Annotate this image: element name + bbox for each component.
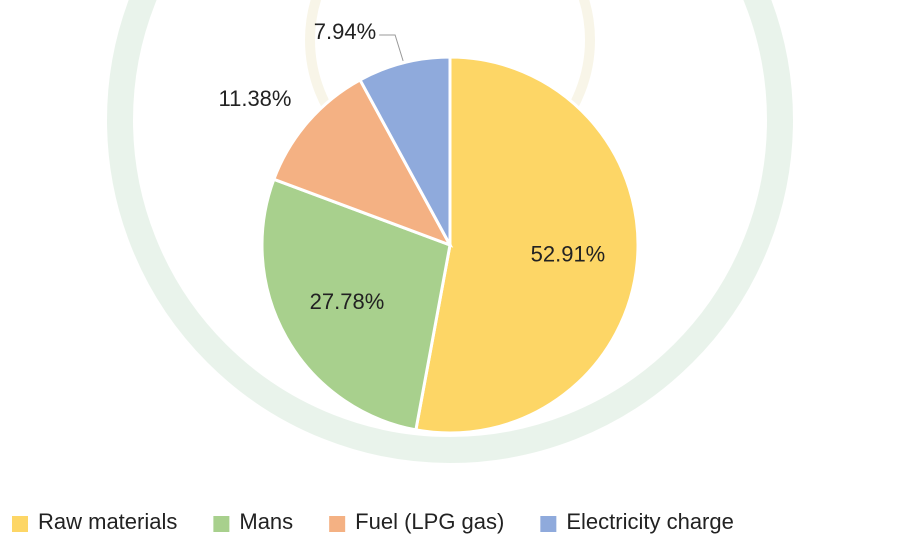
- legend: Raw materials Mans Fuel (LPG gas) Electrici…: [12, 509, 734, 534]
- data-label: 52.91%: [531, 242, 606, 267]
- legend-swatch: [213, 516, 230, 532]
- legend-swatch: [12, 516, 28, 532]
- pie: 52.91% 27.78% 11.38% 7.94%: [219, 19, 640, 435]
- legend-swatch: [540, 516, 557, 532]
- legend-swatch: [329, 516, 346, 532]
- watermark-ring: [107, 0, 793, 463]
- pie-slice: [414, 55, 640, 435]
- legend-label: Fuel (LPG gas): [355, 509, 504, 534]
- legend-label: Raw materials: [38, 509, 177, 534]
- pie-slice: [358, 55, 452, 246]
- pie-slice: [260, 177, 452, 432]
- leader-line: [379, 34, 404, 62]
- data-label: 7.94%: [314, 19, 376, 44]
- data-label: 11.38%: [219, 86, 292, 111]
- data-label: 27.78%: [310, 289, 385, 314]
- legend-label: Mans: [239, 509, 293, 534]
- pie-slice: [271, 77, 454, 248]
- legend-label: Electricity charge: [566, 509, 734, 534]
